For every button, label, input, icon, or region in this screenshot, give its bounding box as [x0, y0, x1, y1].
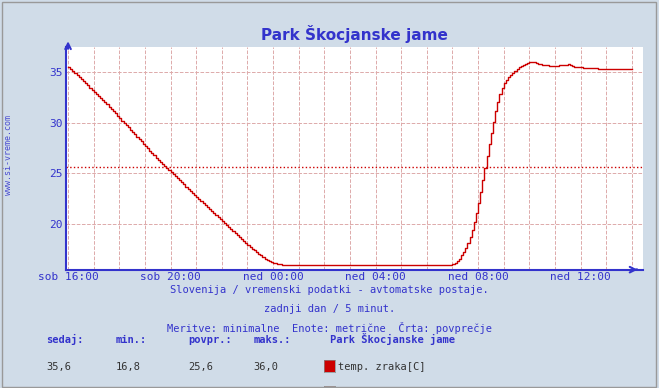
- Text: Park Škocjanske jame: Park Škocjanske jame: [330, 333, 455, 345]
- Text: zadnji dan / 5 minut.: zadnji dan / 5 minut.: [264, 304, 395, 314]
- Title: Park Škocjanske jame: Park Škocjanske jame: [261, 24, 447, 43]
- Text: 35,6: 35,6: [46, 362, 71, 372]
- Text: povpr.:: povpr.:: [188, 335, 231, 345]
- Text: temp. zraka[C]: temp. zraka[C]: [338, 362, 426, 372]
- Text: Meritve: minimalne  Enote: metrične  Črta: povprečje: Meritve: minimalne Enote: metrične Črta:…: [167, 322, 492, 334]
- Text: 25,6: 25,6: [188, 362, 213, 372]
- Text: min.:: min.:: [115, 335, 146, 345]
- Text: 36,0: 36,0: [254, 362, 279, 372]
- Text: www.si-vreme.com: www.si-vreme.com: [4, 115, 13, 195]
- Text: sedaj:: sedaj:: [46, 334, 84, 345]
- Text: maks.:: maks.:: [254, 335, 291, 345]
- Text: Slovenija / vremenski podatki - avtomatske postaje.: Slovenija / vremenski podatki - avtomats…: [170, 285, 489, 295]
- Text: 16,8: 16,8: [115, 362, 140, 372]
